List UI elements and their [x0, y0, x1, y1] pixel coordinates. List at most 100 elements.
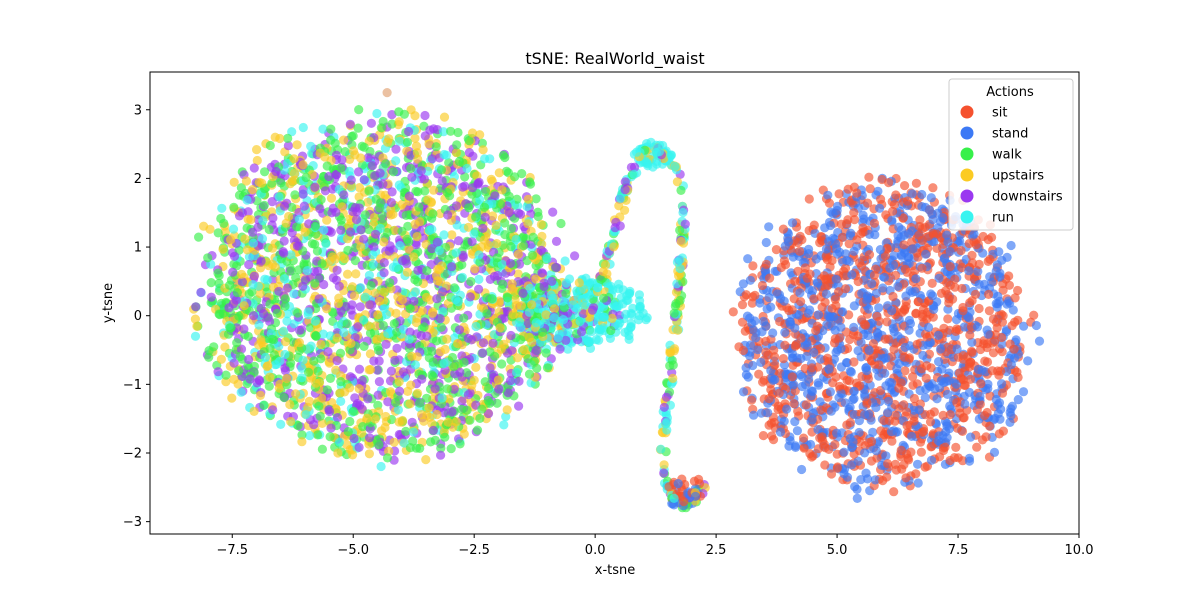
data-point-stand: [960, 399, 969, 408]
data-point-sit: [852, 235, 861, 244]
data-point-downstairs: [420, 111, 429, 120]
data-point-sit: [835, 333, 844, 342]
data-point-downstairs: [319, 280, 328, 289]
data-point-stand: [854, 346, 863, 355]
data-point-sit: [982, 432, 991, 441]
data-point-run: [511, 235, 520, 244]
data-point-stand: [790, 417, 799, 426]
data-point-walk: [525, 177, 534, 186]
data-point-upstairs: [227, 394, 236, 403]
data-point-walk: [431, 436, 440, 445]
data-point-walk: [377, 123, 386, 132]
data-point-downstairs: [369, 356, 378, 365]
data-point-sit: [870, 219, 879, 228]
data-point-upstairs: [284, 212, 293, 221]
data-point-sit: [902, 407, 911, 416]
data-point-stand: [827, 407, 836, 416]
data-point-upstairs: [348, 450, 357, 459]
data-point-upstairs: [670, 344, 679, 353]
data-point-sit: [911, 469, 920, 478]
data-point-run: [311, 317, 320, 326]
data-point-downstairs: [459, 253, 468, 262]
data-point-downstairs: [352, 215, 361, 224]
data-point-sit: [838, 233, 847, 242]
data-point-stand: [762, 238, 771, 247]
data-point-sit: [951, 443, 960, 452]
data-point-sit: [738, 300, 747, 309]
data-point-upstairs: [412, 314, 421, 323]
data-point-run: [302, 410, 311, 419]
data-point-run: [652, 148, 661, 157]
data-point-sit: [809, 294, 818, 303]
data-point-walk: [473, 426, 482, 435]
data-point-sit: [919, 305, 928, 314]
data-point-walk: [390, 319, 399, 328]
data-point-upstairs: [436, 347, 445, 356]
data-point-stand: [938, 213, 947, 222]
data-point-walk: [336, 163, 345, 172]
data-point-stand: [763, 408, 772, 417]
data-point-downstairs: [436, 451, 445, 460]
data-point-downstairs: [347, 175, 356, 184]
data-point-downstairs: [191, 302, 200, 311]
data-point-stand: [814, 310, 823, 319]
data-point-walk: [233, 288, 242, 297]
data-point-run: [261, 353, 270, 362]
data-point-downstairs: [333, 266, 342, 275]
data-point-stand: [1006, 404, 1015, 413]
data-point-downstairs: [370, 171, 379, 180]
data-point-downstairs: [207, 293, 216, 302]
data-point-upstairs: [537, 220, 546, 229]
data-point-walk: [281, 294, 290, 303]
data-point-sit: [900, 181, 909, 190]
data-point-run: [499, 420, 508, 429]
data-point-downstairs: [570, 251, 579, 260]
data-point-stand: [880, 273, 889, 282]
data-point-run: [339, 328, 348, 337]
data-point-downstairs: [422, 332, 431, 341]
data-point-sit: [901, 265, 910, 274]
data-point-sit: [759, 431, 768, 440]
data-point-stand: [964, 313, 973, 322]
data-point-sit: [845, 376, 854, 385]
data-point-stand: [994, 247, 1003, 256]
data-point-sit: [855, 258, 864, 267]
data-point-upstairs: [373, 310, 382, 319]
data-point-sit: [950, 453, 959, 462]
data-point-stand: [749, 411, 758, 420]
data-point-run: [663, 417, 672, 426]
data-point-upstairs: [256, 391, 265, 400]
data-point-upstairs: [519, 345, 528, 354]
data-point-run: [237, 388, 246, 397]
data-point-downstairs: [436, 314, 445, 323]
data-point-run: [368, 250, 377, 259]
data-point-walk: [391, 398, 400, 407]
data-point-stand: [850, 301, 859, 310]
data-point-upstairs: [435, 265, 444, 274]
data-point-upstairs: [487, 175, 496, 184]
data-point-downstairs: [355, 365, 364, 374]
data-point-run: [249, 239, 258, 248]
data-point-downstairs: [464, 390, 473, 399]
data-point-stand: [911, 274, 920, 283]
data-point-upstairs: [377, 426, 386, 435]
data-point-upstairs: [356, 242, 365, 251]
data-point-walk: [379, 321, 388, 330]
data-point-sit: [772, 245, 781, 254]
data-point-upstairs: [527, 300, 536, 309]
x-tick-label: 10.0: [1065, 543, 1094, 558]
data-point-sit: [954, 353, 963, 362]
data-point-downstairs: [228, 268, 237, 277]
data-point-sit: [802, 400, 811, 409]
data-point-walk: [273, 309, 282, 318]
data-point-sit: [918, 428, 927, 437]
data-point-upstairs: [468, 128, 477, 137]
data-point-run: [561, 256, 570, 265]
data-point-upstairs: [365, 365, 374, 374]
data-point-upstairs: [673, 326, 682, 335]
data-point-stand: [842, 256, 851, 265]
legend-title: Actions: [986, 85, 1034, 100]
data-point-run: [425, 226, 434, 235]
data-point-run: [254, 320, 263, 329]
data-point-upstairs: [268, 244, 277, 253]
